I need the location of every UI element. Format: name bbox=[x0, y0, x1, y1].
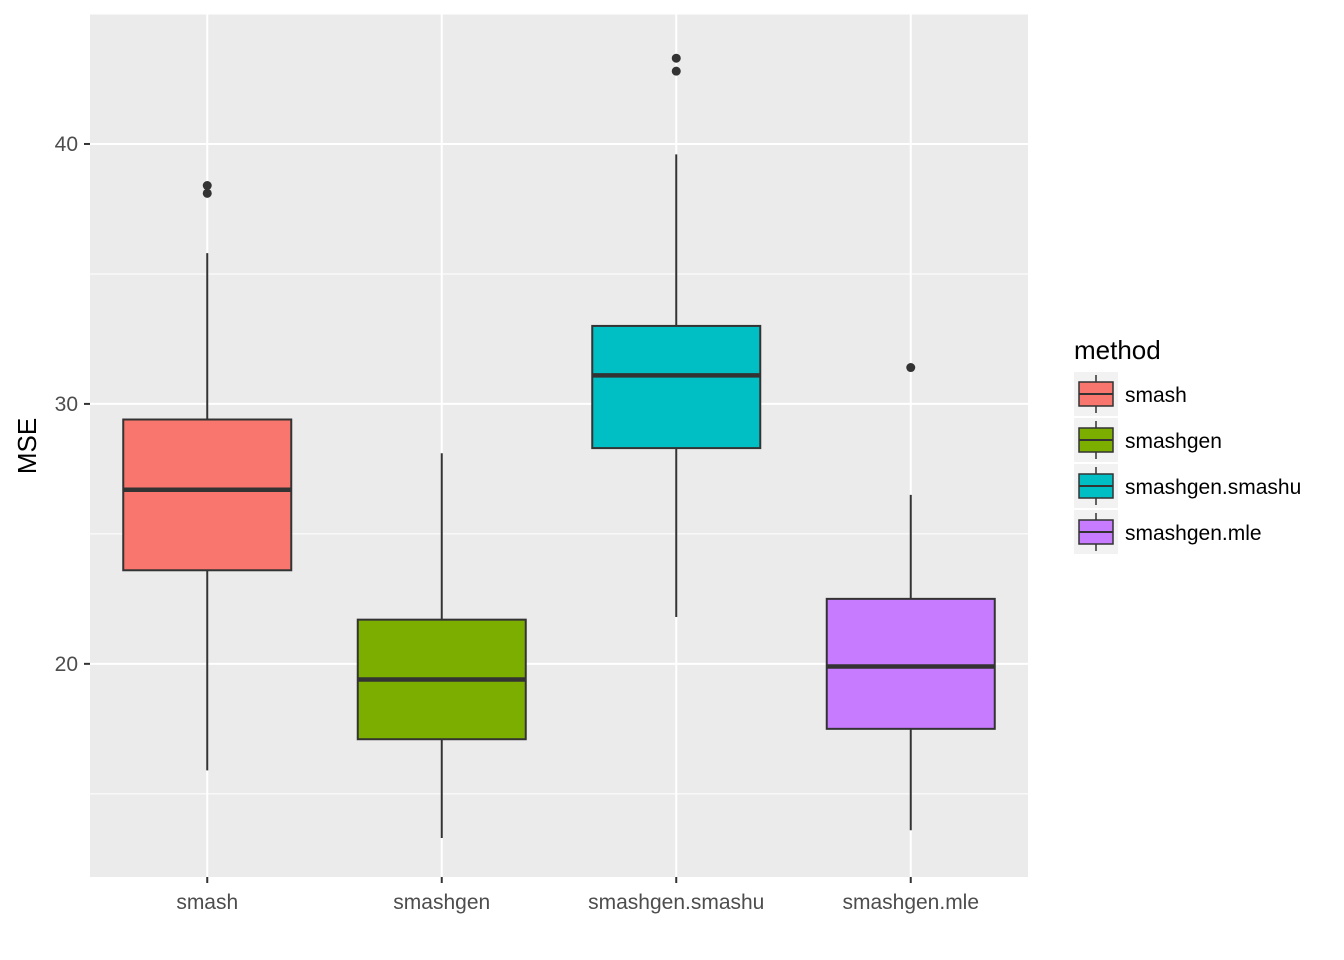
outlier-point bbox=[202, 181, 212, 191]
box-body bbox=[825, 597, 996, 730]
outlier-point bbox=[671, 53, 681, 63]
legend-item-smashgen.smashu: smashgen.smashu bbox=[1074, 464, 1301, 508]
legend-title: method bbox=[1074, 335, 1161, 365]
legend-label: smashgen.smashu bbox=[1125, 476, 1301, 499]
y-axis-title: MSE bbox=[12, 418, 42, 474]
legend-label: smash bbox=[1125, 384, 1187, 407]
x-tick-label: smashgen.mle bbox=[842, 891, 979, 914]
box-body bbox=[591, 324, 762, 450]
box-smashgen bbox=[356, 453, 527, 839]
y-tick-label: 20 bbox=[55, 653, 78, 676]
legend-label: smashgen bbox=[1125, 430, 1222, 453]
outlier-point bbox=[671, 66, 681, 76]
box-layer bbox=[122, 53, 996, 839]
outlier-point bbox=[202, 188, 212, 198]
y-tick-label: 40 bbox=[55, 133, 78, 156]
legend-item-smashgen.mle: smashgen.mle bbox=[1074, 510, 1262, 554]
legend-item-smash: smash bbox=[1074, 372, 1187, 416]
axis-layer: 20 30 40 smash smashgen smashgen.smashu smashg… bbox=[55, 133, 979, 914]
legend-label: smashgen.mle bbox=[1125, 522, 1262, 545]
box-smashgen.mle bbox=[825, 363, 996, 831]
x-tick-label: smashgen bbox=[393, 891, 490, 914]
outlier-point bbox=[906, 363, 916, 373]
x-tick-label: smash bbox=[176, 891, 238, 914]
legend-item-smashgen: smashgen bbox=[1074, 418, 1222, 462]
x-tick-label: smashgen.smashu bbox=[588, 891, 764, 914]
box-smashgen.smashu bbox=[591, 53, 762, 618]
y-tick-label: 30 bbox=[55, 393, 78, 416]
box-body bbox=[122, 418, 293, 572]
legend: method smash smashgen smashgen.smashu smashg… bbox=[1074, 335, 1301, 554]
box-smash bbox=[122, 181, 293, 771]
